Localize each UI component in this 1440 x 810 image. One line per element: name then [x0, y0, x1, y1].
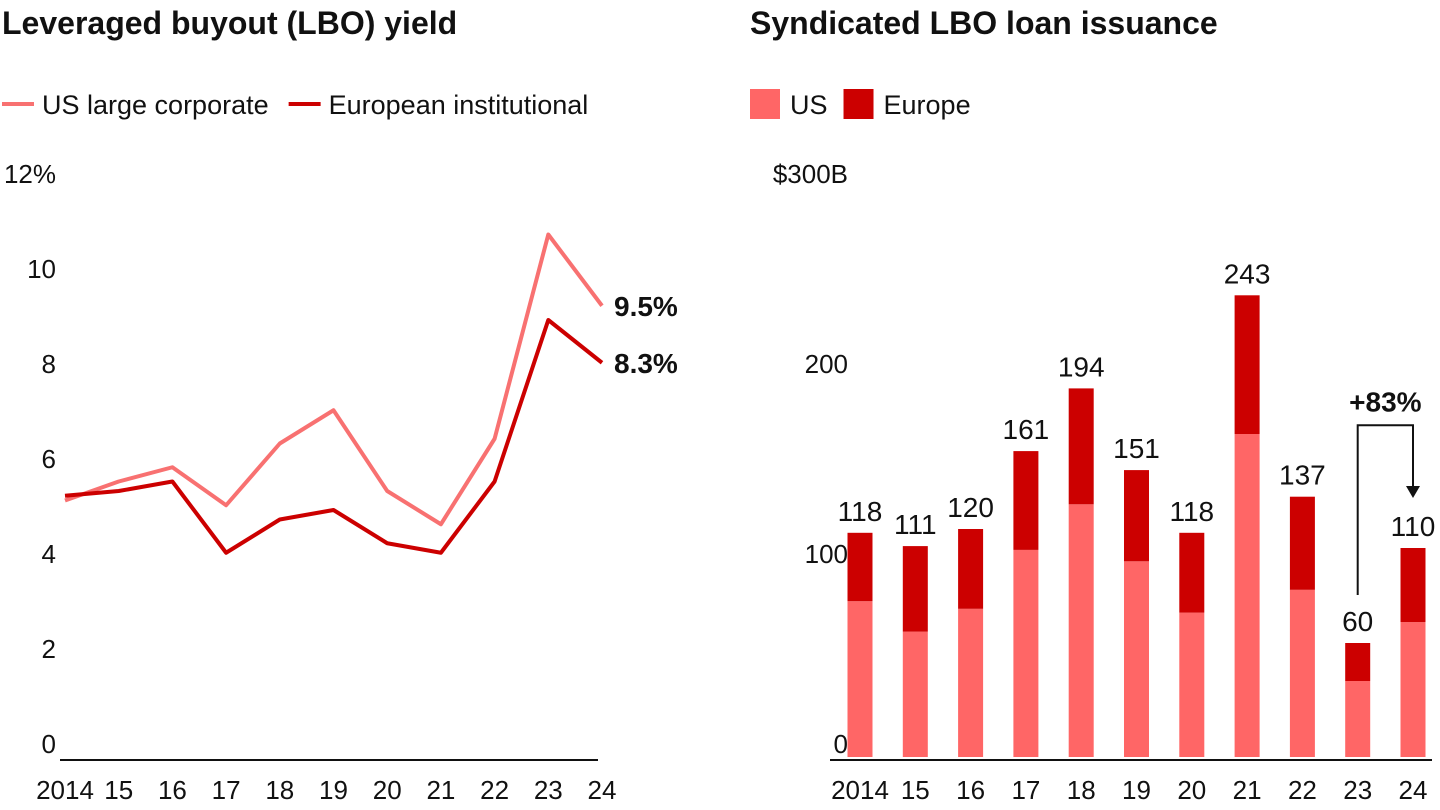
legend-label: US large corporate	[42, 90, 269, 120]
legend-label: Europe	[884, 90, 971, 120]
bar-segment	[1400, 622, 1426, 757]
chart-title: Leveraged buyout (LBO) yield	[2, 5, 457, 41]
bar-segment	[1289, 496, 1315, 590]
y-tick-label: 8	[42, 349, 56, 379]
end-label: 9.5%	[614, 291, 678, 322]
bar-segment	[958, 608, 984, 757]
bar-segment	[1289, 589, 1315, 757]
total-label: 137	[1279, 460, 1326, 491]
y-tick-label: 100	[805, 539, 848, 569]
bar-segment	[958, 529, 984, 609]
total-label: 151	[1113, 433, 1160, 464]
legend-label: European institutional	[329, 90, 589, 120]
y-tick-label: 6	[42, 444, 56, 474]
total-label: 111	[894, 509, 937, 540]
arrow-head	[1406, 486, 1420, 498]
total-label: 161	[1003, 414, 1050, 445]
x-tick-label: 22	[480, 775, 509, 805]
bar-segment	[1234, 295, 1260, 434]
x-tick-label: 17	[212, 775, 241, 805]
x-tick-label: 21	[426, 775, 455, 805]
bar-segment	[1400, 548, 1426, 623]
bar-segment	[1234, 434, 1260, 757]
end-label: 8.3%	[614, 348, 678, 379]
total-label: 60	[1342, 606, 1373, 637]
total-label: 118	[1169, 496, 1214, 527]
annotation-arrow	[1356, 424, 1414, 595]
bar-segment	[1124, 470, 1149, 562]
x-tick-label: 17	[1011, 775, 1040, 805]
y-tick-label: 12%	[4, 159, 56, 189]
line-series	[64, 318, 604, 555]
chart-title: Syndicated LBO loan issuance	[750, 5, 1218, 41]
bar-segment	[1345, 681, 1371, 757]
x-tick-label: 18	[1067, 775, 1096, 805]
x-tick-label: 18	[265, 775, 294, 805]
x-tick-label: 19	[319, 775, 348, 805]
x-tick-label: 15	[901, 775, 930, 805]
x-tick-label: 23	[534, 775, 563, 805]
bar-segment	[1179, 532, 1205, 613]
legend-swatch	[750, 89, 780, 119]
x-tick-label: 22	[1288, 775, 1317, 805]
x-tick-label: 21	[1233, 775, 1262, 805]
y-tick-label: 10	[27, 254, 56, 284]
x-tick-label: 19	[1122, 775, 1151, 805]
legend-swatch	[843, 89, 874, 119]
x-tick-label: 16	[956, 775, 985, 805]
line-series	[64, 232, 604, 527]
bar-segment	[1068, 504, 1094, 757]
x-tick-label: 23	[1343, 775, 1372, 805]
bar-segment	[902, 631, 928, 757]
x-tick-label: 24	[588, 775, 617, 805]
total-label: 110	[1391, 511, 1436, 542]
x-tick-label: 20	[1177, 775, 1206, 805]
x-tick-label: 24	[1399, 775, 1428, 805]
bar-segment	[847, 532, 873, 602]
bar-segment	[847, 601, 873, 757]
x-tick-label: 20	[373, 775, 402, 805]
legend-label: US	[790, 90, 828, 120]
y-tick-label: 4	[42, 539, 56, 569]
x-tick-label: 2014	[36, 775, 94, 805]
x-tick-label: 15	[104, 775, 133, 805]
bar-segment	[1345, 643, 1371, 681]
total-label: 118	[838, 496, 883, 527]
total-label: 194	[1058, 351, 1105, 382]
y-tick-label: 0	[834, 729, 848, 759]
x-tick-label: 2014	[831, 775, 889, 805]
bar-segment	[902, 546, 928, 632]
annotation: +83%	[1349, 386, 1421, 417]
bar-segment	[1068, 388, 1094, 505]
bar-segment	[1013, 451, 1039, 550]
bar-segment	[1013, 549, 1039, 757]
x-tick-label: 16	[158, 775, 187, 805]
bar-segment	[1124, 561, 1149, 757]
y-tick-label: 200	[805, 349, 848, 379]
y-tick-label: $300B	[773, 159, 848, 189]
y-tick-label: 2	[42, 634, 56, 664]
total-label: 120	[947, 492, 994, 523]
y-tick-label: 0	[42, 729, 56, 759]
total-label: 243	[1224, 258, 1271, 289]
bar-segment	[1179, 612, 1205, 757]
